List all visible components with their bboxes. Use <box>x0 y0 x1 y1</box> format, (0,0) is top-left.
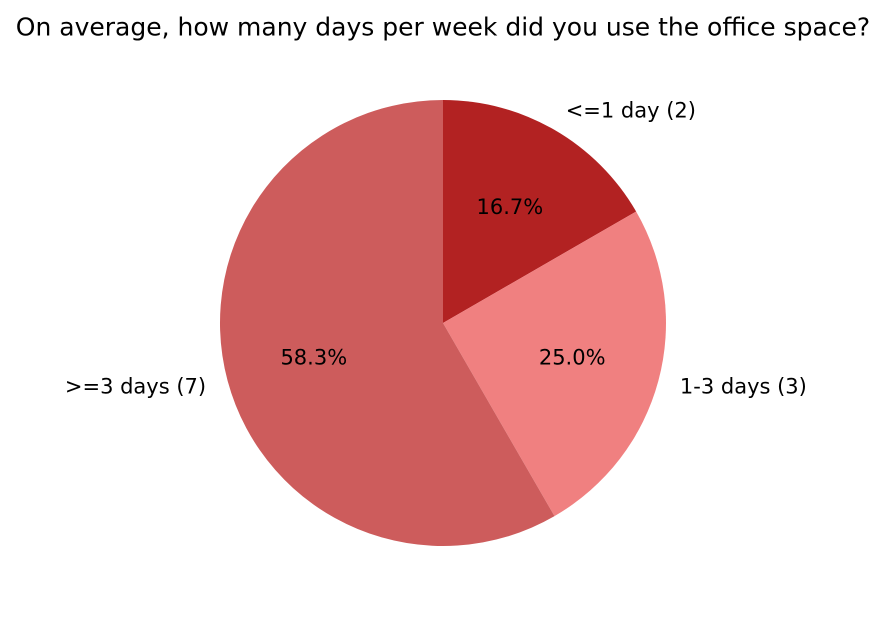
pie-pct-label-1-day: 16.7% <box>477 195 544 219</box>
pie-category-label-3-days: >=3 days (7) <box>65 375 206 399</box>
pie-category-label-1-day: <=1 day (2) <box>566 99 696 123</box>
pie-slice-1-3-days <box>443 211 666 517</box>
pie-slices <box>219 100 666 546</box>
pie-slice-1-day <box>443 100 637 323</box>
pie-pct-label-1-3-days: 25.0% <box>539 346 606 370</box>
pie-pct-label-3-days: 58.3% <box>280 346 347 370</box>
pie-category-label-1-3-days: 1-3 days (3) <box>680 375 807 399</box>
pie-slice-3-days <box>219 100 555 546</box>
chart-title: On average, how many days per week did y… <box>16 13 870 42</box>
pie-labels: 16.7% <=1 day (2) 25.0% 1-3 days (3) 58.3% >=… <box>65 99 807 399</box>
